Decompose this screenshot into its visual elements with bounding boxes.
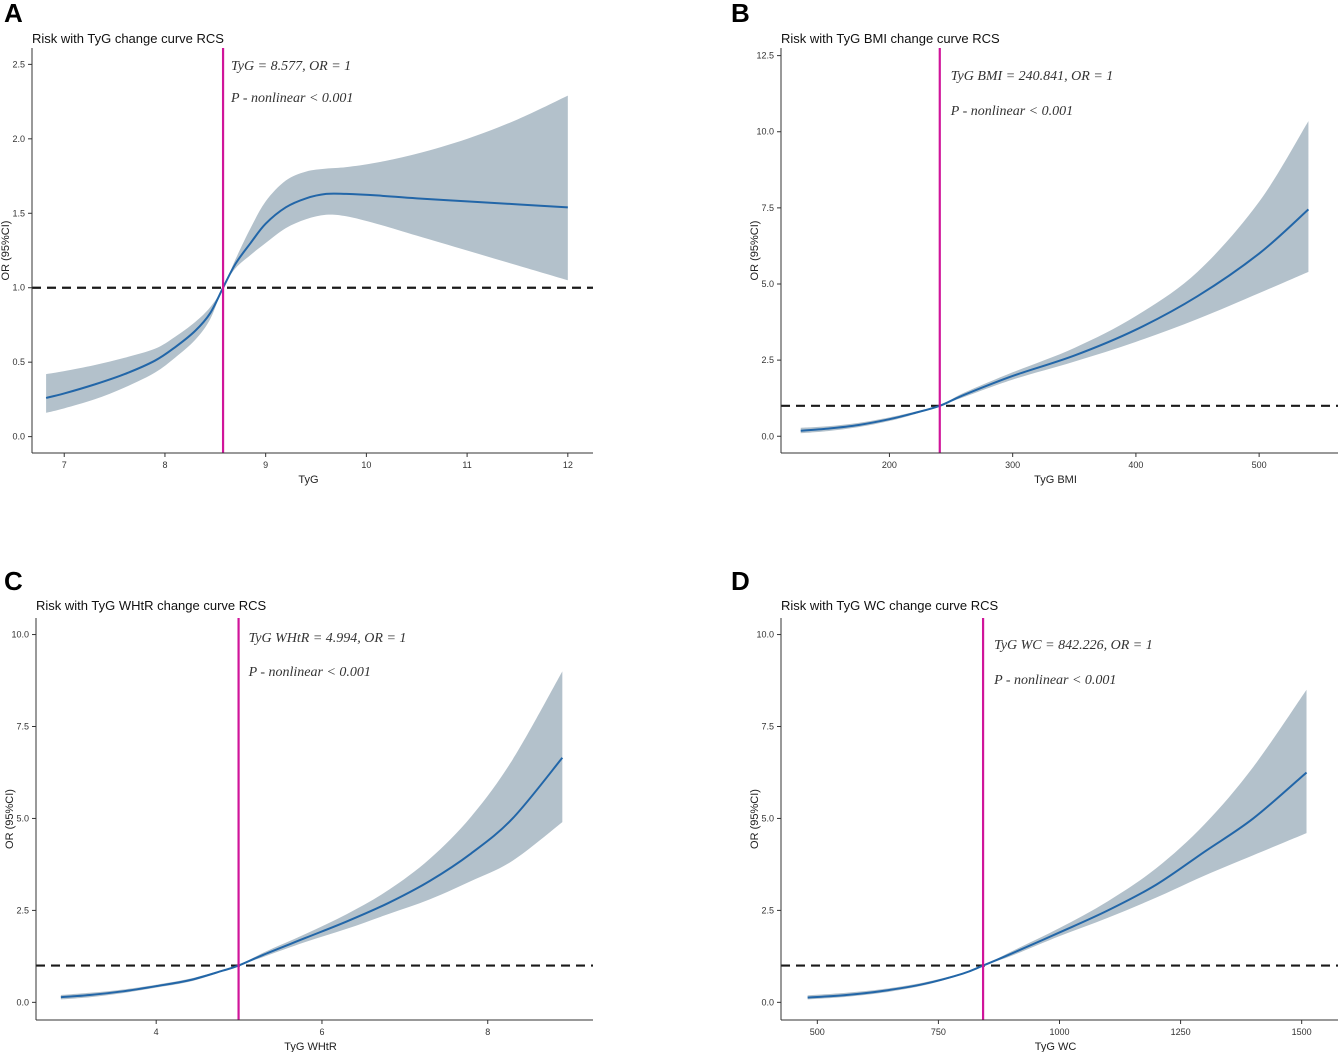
panel-d: D Risk with TyG WC change curve RCS 0.0 2…	[731, 566, 1338, 1052]
panel-a: A Risk with TyG change curve RCS 0.0 0.5 1…	[0, 0, 593, 486]
y-tick-label: 10.0	[11, 630, 29, 640]
x-tick-label: 750	[931, 1027, 946, 1037]
annotation-p-value: P - nonlinear < 0.001	[950, 104, 1073, 119]
y-tick-label: 2.0	[12, 134, 25, 144]
or-curve	[800, 208, 1310, 432]
panel-b: B Risk with TyG BMI change curve RCS 0.0…	[731, 0, 1338, 486]
annotation-reference: TyG = 8.577, OR = 1	[231, 59, 351, 74]
y-tick-label: 12.5	[756, 51, 774, 61]
y-tick-label: 2.5	[16, 905, 29, 915]
x-tick-label: 10	[361, 460, 371, 470]
x-tick-label: 200	[882, 460, 897, 470]
or-curve	[807, 771, 1308, 999]
x-axis-label: TyG WC	[1035, 1041, 1077, 1052]
x-tick-label: 11	[462, 460, 471, 470]
x-tick-label: 4	[154, 1027, 159, 1037]
chart-title: Risk with TyG WC change curve RCS	[781, 598, 999, 613]
y-tick-label: 2.5	[761, 355, 774, 365]
y-tick-label: 7.5	[761, 203, 774, 213]
panel-letter: C	[4, 566, 23, 596]
y-tick-label: 0.0	[761, 431, 774, 441]
y-tick-label: 0.5	[12, 357, 25, 367]
x-tick-label: 6	[319, 1027, 324, 1037]
x-tick-label: 1250	[1171, 1027, 1191, 1037]
panel-letter: D	[731, 566, 750, 596]
y-tick-label: 5.0	[761, 279, 774, 289]
x-tick-label: 1500	[1292, 1027, 1312, 1037]
panel-letter: B	[731, 0, 750, 28]
x-tick-label: 500	[1252, 460, 1267, 470]
x-axis-label: TyG BMI	[1034, 474, 1077, 486]
y-axis-label: OR (95%CI)	[4, 789, 16, 849]
y-tick-label: 5.0	[761, 813, 774, 823]
y-axis-label: OR (95%CI)	[0, 221, 12, 281]
x-tick-label: 12	[563, 460, 573, 470]
y-tick-label: 2.5	[761, 905, 774, 915]
chart-title: Risk with TyG BMI change curve RCS	[781, 31, 1000, 46]
ci-band	[807, 689, 1307, 1000]
y-tick-label: 0.0	[761, 997, 774, 1007]
y-tick-label: 1.5	[12, 208, 25, 218]
annotation-reference: TyG WC = 842.226, OR = 1	[994, 638, 1153, 653]
annotation-p-value: P - nonlinear < 0.001	[248, 665, 371, 680]
y-tick-label: 7.5	[761, 721, 774, 731]
y-tick-label: 10.0	[756, 127, 774, 137]
annotation-p-value: P - nonlinear < 0.001	[230, 91, 353, 106]
x-tick-label: 9	[263, 460, 268, 470]
x-tick-label: 400	[1128, 460, 1143, 470]
x-tick-label: 300	[1005, 460, 1020, 470]
x-tick-label: 7	[62, 460, 67, 470]
x-axis-label: TyG	[298, 474, 318, 486]
y-axis-label: OR (95%CI)	[749, 789, 761, 849]
x-tick-label: 500	[810, 1027, 825, 1037]
y-tick-label: 0.0	[16, 997, 29, 1007]
chart-title: Risk with TyG change curve RCS	[32, 31, 224, 46]
y-tick-label: 2.5	[12, 59, 25, 69]
panel-letter: A	[4, 0, 23, 28]
annotation-p-value: P - nonlinear < 0.001	[993, 673, 1116, 688]
y-axis-label: OR (95%CI)	[749, 221, 761, 281]
y-tick-label: 1.0	[12, 283, 25, 293]
ci-band	[46, 95, 568, 413]
or-curve	[45, 192, 568, 399]
ci-band	[60, 671, 563, 1000]
or-curve	[60, 757, 564, 999]
y-tick-label: 5.0	[16, 813, 29, 823]
chart-title: Risk with TyG WHtR change curve RCS	[36, 598, 267, 613]
x-axis-label: TyG WHtR	[284, 1041, 337, 1052]
annotation-reference: TyG BMI = 240.841, OR = 1	[951, 69, 1114, 84]
x-tick-label: 8	[485, 1027, 490, 1037]
y-tick-label: 7.5	[16, 721, 29, 731]
y-tick-label: 0.0	[12, 432, 25, 442]
y-tick-label: 10.0	[756, 630, 774, 640]
ci-band	[800, 121, 1309, 434]
x-tick-label: 8	[162, 460, 167, 470]
annotation-reference: TyG WHtR = 4.994, OR = 1	[249, 631, 407, 646]
panel-c: C Risk with TyG WHtR change curve RCS 0.…	[4, 566, 593, 1052]
x-tick-label: 1000	[1049, 1027, 1069, 1037]
